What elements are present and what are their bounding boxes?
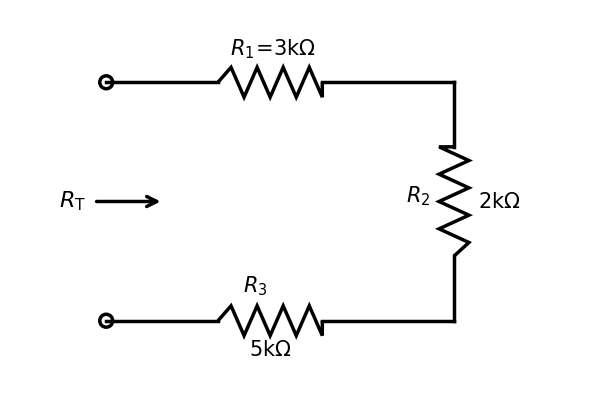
Text: $R_3$: $R_3$ bbox=[243, 275, 267, 298]
Text: $R_{\mathsf{T}}$: $R_{\mathsf{T}}$ bbox=[59, 190, 86, 213]
Text: $5\mathrm{k}\Omega$: $5\mathrm{k}\Omega$ bbox=[249, 340, 291, 359]
Text: $R_1\!=\!3\mathrm{k}\Omega$: $R_1\!=\!3\mathrm{k}\Omega$ bbox=[230, 38, 316, 61]
Text: $2\mathrm{k}\Omega$: $2\mathrm{k}\Omega$ bbox=[478, 191, 520, 212]
Text: $R_2$: $R_2$ bbox=[406, 185, 430, 208]
